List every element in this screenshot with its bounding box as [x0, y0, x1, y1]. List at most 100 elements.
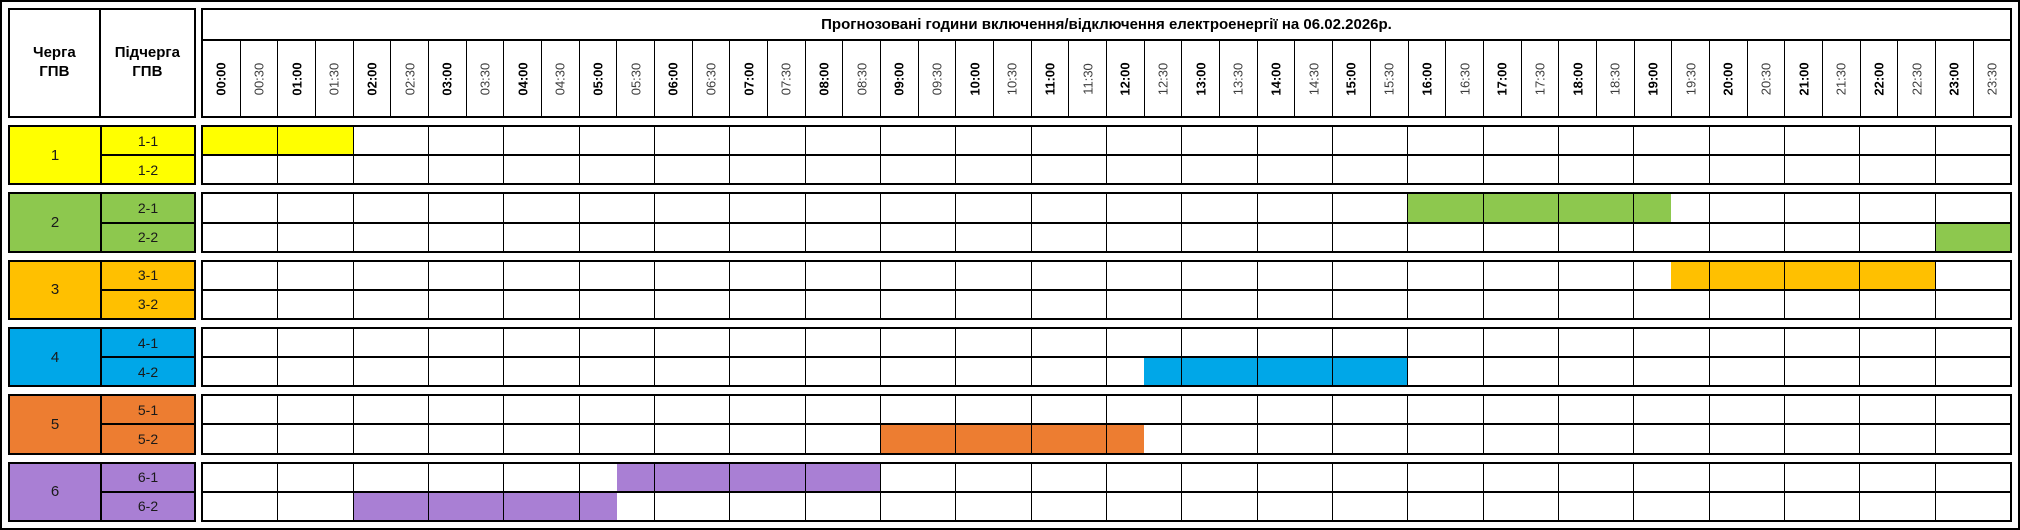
subqueue-label: 1-1 [102, 127, 194, 157]
hour-cell [1407, 492, 1482, 520]
hour-cell [1331, 127, 1407, 155]
subqueue-labels: 5-1 5-2 [102, 396, 194, 452]
hour-cell [1557, 194, 1633, 222]
hour-cell [1331, 328, 1407, 357]
hour-cell [879, 261, 955, 289]
schedule-row [203, 396, 2010, 426]
hour-cell [879, 463, 955, 491]
hour-cell [277, 396, 352, 424]
time-label-2200: 22:00 [1859, 41, 1898, 116]
hour-cell [1256, 463, 1332, 491]
hour-cell [1105, 328, 1181, 357]
time-label-1100: 11:00 [1030, 41, 1069, 116]
hour-cell [1557, 156, 1633, 184]
time-label-1800: 18:00 [1558, 41, 1596, 116]
hour-cell [503, 463, 578, 491]
hour-cell [203, 224, 277, 251]
subqueue-label: 3-2 [137, 296, 159, 313]
hour-cell [1557, 261, 1633, 289]
hour-cell [1256, 425, 1332, 453]
hour-cell [277, 261, 352, 289]
hour-cell [729, 328, 804, 357]
hour-cell [1331, 492, 1407, 520]
hour-cell [1181, 463, 1256, 491]
time-label-2030: 20:30 [1746, 41, 1785, 116]
time-label-0330: 03:30 [465, 41, 504, 116]
queue-group-labels: 6 6-1 6-2 [8, 461, 196, 522]
hour-cell [1708, 492, 1784, 520]
hour-cell [1331, 261, 1407, 289]
time-label-0030: 00:30 [239, 41, 278, 116]
hour-cell [1557, 425, 1633, 453]
time-label-0100: 01:00 [277, 41, 315, 116]
schedule-row [203, 127, 2010, 157]
hour-cell [1557, 127, 1633, 155]
hour-cell [1256, 223, 1332, 251]
time-label-1230: 12:30 [1143, 41, 1182, 116]
hour-cell [1331, 194, 1407, 222]
hour-cell [1181, 156, 1256, 184]
hour-cell [1105, 425, 1181, 453]
hour-cell [729, 463, 804, 491]
hour-cell [1633, 425, 1708, 453]
outage-block [1407, 194, 1672, 222]
queue-label: 5 [10, 396, 102, 453]
hour-cell [1859, 492, 1934, 520]
hour-cell [729, 425, 804, 453]
hour-cell [427, 328, 503, 357]
hour-cell [1482, 127, 1558, 155]
hour-cell [203, 194, 277, 221]
hour-cell [277, 425, 352, 453]
queue-group-grid [201, 461, 2012, 522]
hour-cell [1934, 127, 2010, 155]
hour-cell [277, 194, 352, 222]
hour-cell [578, 223, 654, 251]
hour-cell [1331, 223, 1407, 251]
hour-cell [1557, 463, 1633, 491]
outage-block [353, 492, 618, 520]
hour-cell [1482, 358, 1558, 386]
subqueue-label: 2-1 [102, 194, 194, 224]
hour-cell [1256, 358, 1332, 386]
hour-cell [503, 127, 578, 155]
hour-cell [879, 396, 955, 424]
hour-cell [1407, 328, 1482, 357]
hour-cell [879, 194, 955, 222]
hour-cell [1482, 261, 1558, 289]
hour-cell [1030, 463, 1106, 491]
time-label-0900: 09:00 [880, 41, 918, 116]
schedule-row [203, 194, 2010, 224]
hour-cell [1030, 290, 1106, 318]
hour-cell [955, 156, 1030, 184]
hour-cell [1181, 425, 1256, 453]
hour-cell [1633, 396, 1708, 424]
hour-cell [1181, 223, 1256, 251]
hour-cell [352, 261, 428, 289]
hour-cell [653, 425, 729, 453]
hour-cell [503, 396, 578, 424]
hour-cell [1783, 425, 1859, 453]
hour-cell [1256, 290, 1332, 318]
hour-cell [1482, 492, 1558, 520]
hour-cell [804, 396, 880, 424]
queue-group-grid [201, 394, 2012, 455]
hour-cell [503, 328, 578, 357]
hour-cell [1030, 358, 1106, 386]
hour-cell [1105, 127, 1181, 155]
hour-cell [578, 127, 654, 155]
hour-cell [1557, 492, 1633, 520]
time-label-1530: 15:30 [1369, 41, 1408, 116]
hour-cell [1256, 156, 1332, 184]
hour-cell [653, 328, 729, 357]
hour-cell [1859, 223, 1934, 251]
hour-cell [1783, 290, 1859, 318]
outage-block [617, 463, 881, 491]
hour-cell [1633, 492, 1708, 520]
hour-cell [277, 156, 352, 184]
hour-cell [1105, 290, 1181, 318]
hour-cell [1783, 261, 1859, 289]
queue-group-grid [201, 192, 2012, 253]
hour-cell [203, 464, 277, 491]
hour-cell [1030, 194, 1106, 222]
hour-cell [729, 261, 804, 289]
